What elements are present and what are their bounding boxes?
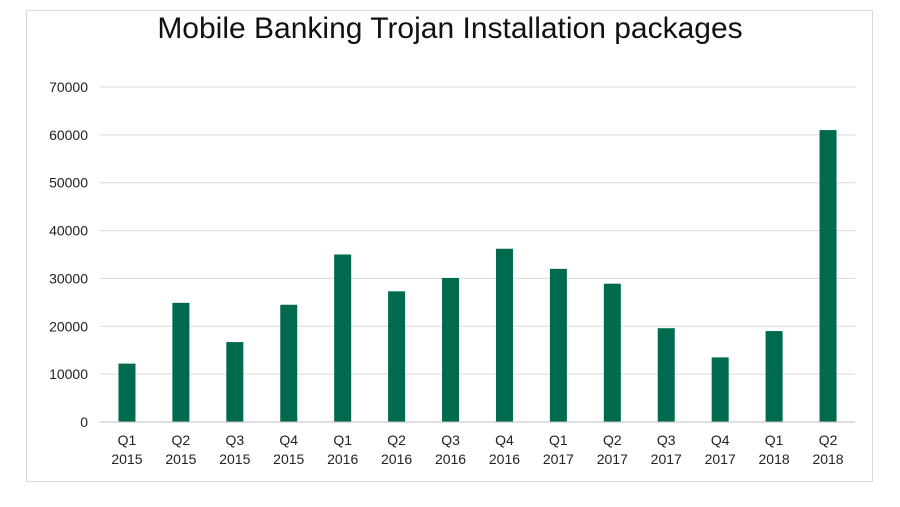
x-tick-quarter: Q2	[387, 432, 406, 448]
bar	[442, 277, 460, 422]
x-tick-year: 2017	[705, 451, 736, 467]
bar	[226, 342, 244, 422]
bar	[819, 130, 837, 423]
x-tick-year: 2016	[327, 451, 358, 467]
x-tick-quarter: Q3	[225, 432, 244, 448]
x-tick-year: 2015	[165, 451, 196, 467]
bar	[388, 291, 406, 422]
x-tick-year: 2016	[435, 451, 466, 467]
x-tick-year: 2017	[651, 451, 682, 467]
bar	[603, 283, 621, 422]
x-tick-quarter: Q1	[118, 432, 137, 448]
bar	[495, 248, 513, 422]
bars	[118, 130, 837, 423]
chart-title: Mobile Banking Trojan Installation packa…	[157, 12, 743, 45]
bar	[334, 254, 352, 422]
bar	[172, 302, 190, 422]
x-tick-quarter: Q4	[495, 432, 514, 448]
y-tick-label: 60000	[49, 127, 88, 143]
x-tick-year: 2017	[543, 451, 574, 467]
y-tick-label: 50000	[49, 175, 88, 191]
y-tick-label: 30000	[49, 270, 88, 286]
y-axis-ticks: 0 10000 20000 30000 40000 50000 60000 70000	[49, 79, 88, 430]
x-tick-quarter: Q3	[657, 432, 676, 448]
y-tick-label: 20000	[49, 318, 88, 334]
bar	[657, 328, 675, 422]
x-tick-quarter: Q2	[172, 432, 191, 448]
bar	[765, 331, 783, 422]
x-tick-year: 2017	[597, 451, 628, 467]
y-tick-label: 40000	[49, 223, 88, 239]
x-tick-year: 2016	[489, 451, 520, 467]
x-tick-quarter: Q2	[819, 432, 838, 448]
y-tick-label: 10000	[49, 366, 88, 382]
y-tick-label: 70000	[49, 79, 88, 95]
x-tick-year: 2015	[111, 451, 142, 467]
x-tick-year: 2018	[759, 451, 790, 467]
x-tick-year: 2016	[381, 451, 412, 467]
x-tick-year: 2015	[219, 451, 250, 467]
bar	[711, 357, 729, 422]
x-tick-year: 2018	[812, 451, 843, 467]
gridlines	[100, 86, 855, 375]
x-tick-quarter: Q4	[711, 432, 730, 448]
bar	[118, 363, 136, 422]
x-tick-quarter: Q1	[765, 432, 784, 448]
x-tick-quarter: Q2	[603, 432, 622, 448]
x-axis-categories: Q1 2015 Q2 2015 Q3 2015 Q4 2015 Q1 2016 Q2 2016 Q3 20…	[111, 432, 843, 467]
x-tick-quarter: Q3	[441, 432, 460, 448]
x-tick-quarter: Q1	[333, 432, 352, 448]
y-tick-label: 0	[80, 414, 88, 430]
bar	[549, 268, 567, 422]
x-tick-quarter: Q4	[279, 432, 298, 448]
x-tick-year: 2015	[273, 451, 304, 467]
bar	[280, 304, 298, 422]
x-tick-quarter: Q1	[549, 432, 568, 448]
